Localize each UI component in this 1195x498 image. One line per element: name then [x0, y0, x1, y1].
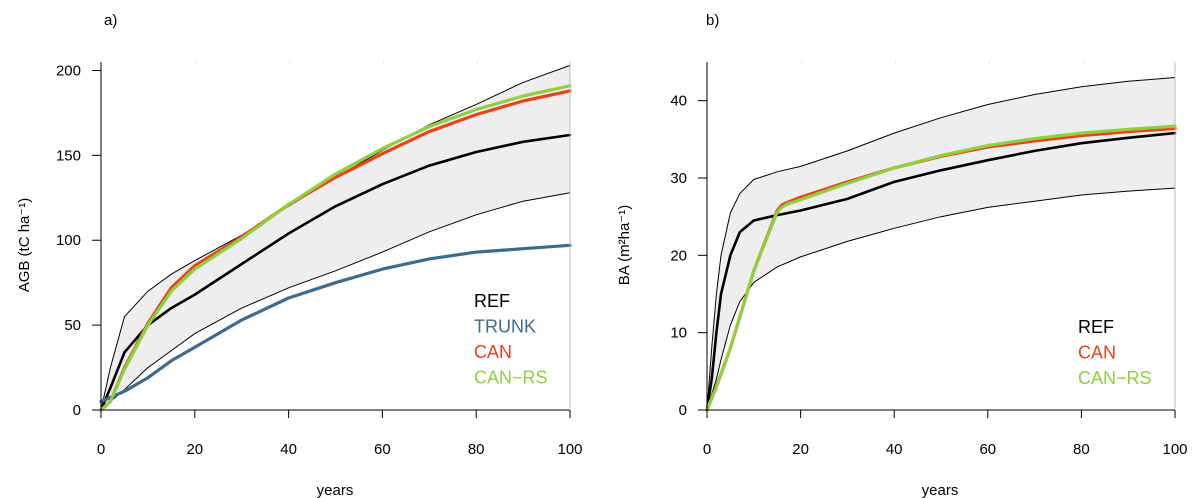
panel-a-x-axis-label: years — [317, 482, 354, 498]
x-tick-label: 80 — [468, 441, 485, 458]
legend-entry-ref: REF — [1078, 317, 1114, 337]
y-tick-label: 10 — [670, 325, 687, 342]
series-line-can-rs — [99, 84, 572, 412]
y-tick-label: 50 — [64, 317, 81, 334]
panel-a-label: a) — [104, 12, 117, 29]
legend-entry-trunk: TRUNK — [474, 317, 536, 337]
legend-entry-can: CAN — [474, 342, 512, 362]
panel-b-x-axis-label: years — [922, 482, 959, 498]
panel-a-legend: REF TRUNK CAN CAN−RS — [474, 291, 548, 388]
x-tick-label: 20 — [186, 441, 203, 458]
y-tick-label: 20 — [670, 247, 687, 264]
panel-b-axes: 0 20 40 60 80 100 0 10 20 30 40 — [670, 61, 1188, 458]
x-tick-label: 100 — [1162, 441, 1187, 458]
series-line-ref — [99, 133, 572, 412]
x-tick-label: 40 — [886, 441, 903, 458]
x-tick-label: 60 — [979, 441, 996, 458]
range-band-fill — [707, 77, 1175, 410]
range-band-lower-line — [100, 192, 571, 411]
legend-entry-can-rs: CAN−RS — [1078, 368, 1152, 388]
y-tick-label: 0 — [73, 402, 81, 419]
panel-a-y-axis-label: AGB (tC ha⁻¹) — [16, 198, 33, 293]
x-tick-label: 0 — [703, 441, 711, 458]
series-line-trunk — [99, 243, 572, 404]
y-tick-label: 100 — [56, 232, 81, 249]
legend-entry-can: CAN — [1078, 343, 1116, 363]
series-line-ref — [705, 131, 1177, 412]
x-tick-label: 0 — [97, 441, 105, 458]
y-tick-label: 40 — [670, 93, 687, 110]
range-band-lower-line — [706, 187, 1176, 411]
y-tick-label: 200 — [56, 62, 81, 79]
panel-a-agb-chart: a) 0 20 40 60 80 100 0 50 100 150 200 REF TRUNK CAN C… — [16, 12, 583, 498]
legend-entry-can-rs: CAN−RS — [474, 368, 548, 388]
panel-b-label: b) — [706, 12, 719, 29]
x-tick-label: 20 — [792, 441, 809, 458]
y-tick-label: 150 — [56, 147, 81, 164]
y-tick-label: 30 — [670, 170, 687, 187]
x-tick-label: 80 — [1073, 441, 1090, 458]
range-band-fill — [101, 65, 570, 411]
y-tick-label: 0 — [679, 402, 687, 419]
series-line-can-rs — [705, 124, 1177, 412]
panel-a-axes: 0 20 40 60 80 100 0 50 100 150 200 — [56, 61, 583, 458]
legend-entry-ref: REF — [474, 291, 510, 311]
panel-b-ba-chart: b) 0 20 40 60 80 100 0 10 20 30 40 REF CAN CAN−RS ye… — [616, 12, 1188, 498]
panel-b-series-group — [705, 124, 1177, 412]
x-tick-label: 60 — [374, 441, 391, 458]
panel-b-legend: REF CAN CAN−RS — [1078, 317, 1152, 388]
range-band-upper-line — [706, 77, 1176, 411]
panel-a-series-group — [99, 84, 572, 412]
panel-b-y-axis-label: BA (m²ha⁻¹) — [616, 205, 633, 285]
x-tick-label: 100 — [557, 441, 582, 458]
x-tick-label: 40 — [280, 441, 297, 458]
